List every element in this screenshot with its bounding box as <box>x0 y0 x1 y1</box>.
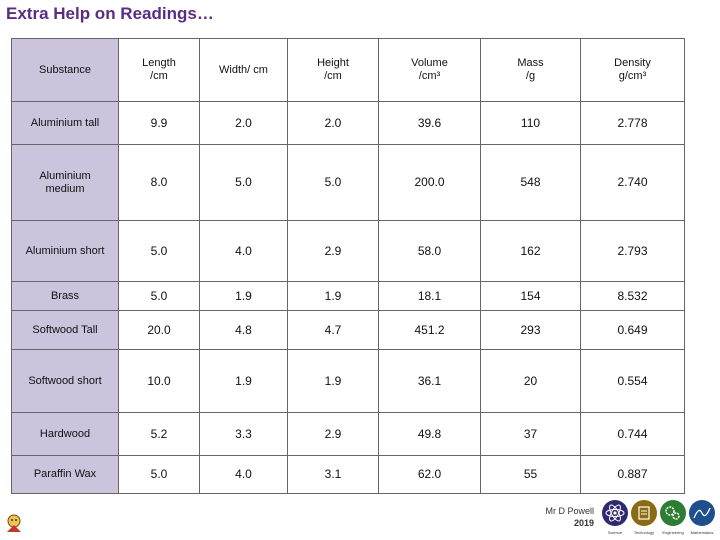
header-volume: Volume/cm³ <box>378 38 481 102</box>
density-cell: 0.887 <box>580 455 685 494</box>
height-cell: 2.0 <box>287 101 379 145</box>
author-year: 2019 <box>573 518 594 528</box>
logo-label-technology: Technology <box>633 530 655 535</box>
header-width: Width/ cm <box>199 38 288 102</box>
substance-cell: Aluminium short <box>11 220 119 282</box>
length-cell: 9.9 <box>118 101 200 145</box>
stem-logos: Science Technology Engineering Mathemati… <box>600 500 718 540</box>
substance-cell: Aluminium medium <box>11 144 119 221</box>
header-height: Height/cm <box>287 38 379 102</box>
width-cell: 4.0 <box>199 455 288 494</box>
substance-cell: Softwood short <box>11 349 119 413</box>
mass-cell: 293 <box>480 310 581 350</box>
substance-cell: Brass <box>11 281 119 311</box>
mass-cell: 37 <box>480 412 581 456</box>
volume-cell: 200.0 <box>378 144 481 221</box>
table-row: Brass 5.0 1.9 1.9 18.1 154 8.532 <box>11 281 685 311</box>
volume-cell: 49.8 <box>378 412 481 456</box>
density-cell: 0.649 <box>580 310 685 350</box>
length-cell: 5.2 <box>118 412 200 456</box>
logo-label-engineering: Engineering <box>662 530 684 535</box>
table-row: Aluminium tall 9.9 2.0 2.0 39.6 110 2.77… <box>11 101 685 145</box>
length-cell: 5.0 <box>118 220 200 282</box>
table-row: Paraffin Wax 5.0 4.0 3.1 62.0 55 0.887 <box>11 455 685 494</box>
density-cell: 2.778 <box>580 101 685 145</box>
density-cell: 2.740 <box>580 144 685 221</box>
header-density: Density g/cm³ <box>580 38 685 102</box>
mass-cell: 548 <box>480 144 581 221</box>
density-cell: 8.532 <box>580 281 685 311</box>
height-cell: 2.9 <box>287 412 379 456</box>
width-cell: 2.0 <box>199 101 288 145</box>
table-row: Aluminium medium 8.0 5.0 5.0 200.0 548 2.… <box>11 144 685 221</box>
substance-cell: Softwood Tall <box>11 310 119 350</box>
substance-cell: Aluminium tall <box>11 101 119 145</box>
density-cell: 0.744 <box>580 412 685 456</box>
table-row: Softwood short 10.0 1.9 1.9 36.1 20 0.55… <box>11 349 685 413</box>
gears-icon <box>660 500 686 526</box>
table-row: Aluminium short 5.0 4.0 2.9 58.0 162 2.7… <box>11 220 685 282</box>
readings-table: Substance Length/cm Width/ cm Height/cm … <box>11 38 685 494</box>
height-cell: 2.9 <box>287 220 379 282</box>
substance-cell: Hardwood <box>11 412 119 456</box>
page-title: Extra Help on Readings… <box>6 4 214 23</box>
length-cell: 10.0 <box>118 349 200 413</box>
width-cell: 1.9 <box>199 349 288 413</box>
mass-cell: 162 <box>480 220 581 282</box>
volume-cell: 58.0 <box>378 220 481 282</box>
volume-cell: 39.6 <box>378 101 481 145</box>
length-cell: 5.0 <box>118 455 200 494</box>
density-cell: 2.793 <box>580 220 685 282</box>
height-cell: 5.0 <box>287 144 379 221</box>
table-header-row: Substance Length/cm Width/ cm Height/cm … <box>11 38 685 102</box>
width-cell: 3.3 <box>199 412 288 456</box>
length-cell: 5.0 <box>118 281 200 311</box>
table-row: Hardwood 5.2 3.3 2.9 49.8 37 0.744 <box>11 412 685 456</box>
technology-icon <box>631 500 657 526</box>
scientist-icon <box>7 514 21 532</box>
table-row: Softwood Tall 20.0 4.8 4.7 451.2 293 0.6… <box>11 310 685 350</box>
substance-cell: Paraffin Wax <box>11 455 119 494</box>
maths-icon <box>689 500 715 526</box>
length-cell: 8.0 <box>118 144 200 221</box>
height-cell: 1.9 <box>287 349 379 413</box>
mass-cell: 20 <box>480 349 581 413</box>
mass-cell: 110 <box>480 101 581 145</box>
width-cell: 1.9 <box>199 281 288 311</box>
mass-cell: 55 <box>480 455 581 494</box>
logo-label-science: Science <box>607 530 623 535</box>
height-cell: 1.9 <box>287 281 379 311</box>
volume-cell: 62.0 <box>378 455 481 494</box>
width-cell: 4.0 <box>199 220 288 282</box>
volume-cell: 36.1 <box>378 349 481 413</box>
atom-icon <box>602 500 628 526</box>
mass-cell: 154 <box>480 281 581 311</box>
width-cell: 4.8 <box>199 310 288 350</box>
length-cell: 20.0 <box>118 310 200 350</box>
header-length: Length/cm <box>118 38 200 102</box>
header-mass: Mass/g <box>480 38 581 102</box>
author-credit: Mr D Powell 2019 <box>545 505 594 529</box>
header-substance: Substance <box>11 38 119 102</box>
height-cell: 3.1 <box>287 455 379 494</box>
width-cell: 5.0 <box>199 144 288 221</box>
density-cell: 0.554 <box>580 349 685 413</box>
height-cell: 4.7 <box>287 310 379 350</box>
author-name: Mr D Powell <box>545 506 594 516</box>
volume-cell: 451.2 <box>378 310 481 350</box>
volume-cell: 18.1 <box>378 281 481 311</box>
logo-label-mathematics: Mathematics <box>690 530 714 535</box>
